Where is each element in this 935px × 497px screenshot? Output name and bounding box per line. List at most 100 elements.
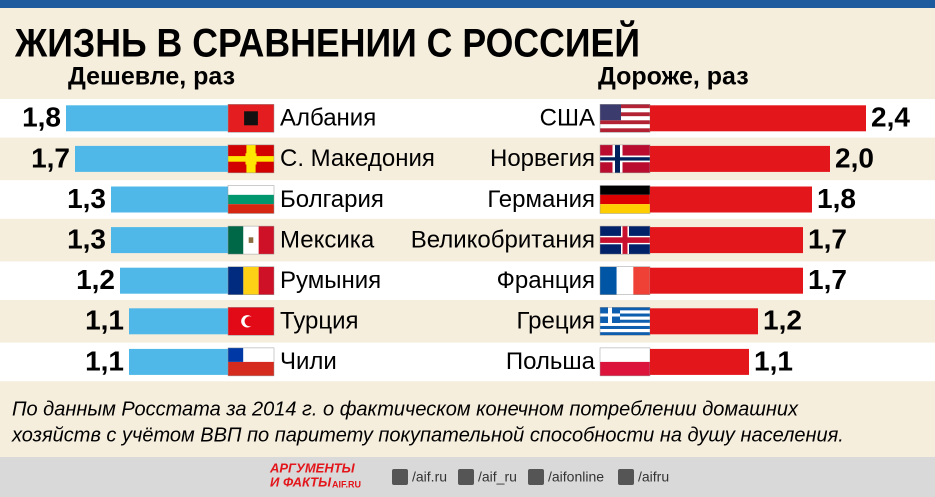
flag-part xyxy=(600,329,650,333)
bar xyxy=(120,267,228,294)
left-heading: Дешевле, раз xyxy=(68,63,235,91)
flag-part xyxy=(245,153,257,165)
value-label: 2,4 xyxy=(871,102,910,133)
flag-part xyxy=(600,104,621,121)
flag-part xyxy=(244,316,255,327)
category-label: США xyxy=(540,105,595,132)
bar xyxy=(650,348,749,375)
social-handle: /aif_ru xyxy=(478,469,517,485)
flag-part xyxy=(600,332,650,336)
value-label: 1,3 xyxy=(67,223,106,254)
category-label: Мексика xyxy=(280,226,375,253)
bar xyxy=(650,105,866,132)
value-label: 1,1 xyxy=(85,305,124,336)
social-handle: /aifru xyxy=(638,469,669,485)
title: ЖИЗНЬ В СРАВНЕНИИ С РОССИЕЙ xyxy=(14,20,640,66)
social-handle: /aifonline xyxy=(548,469,604,485)
value-label: 1,3 xyxy=(67,183,106,214)
logo-line: АРГУМЕНТЫ xyxy=(269,460,356,475)
bar xyxy=(111,227,228,254)
flag-part xyxy=(228,204,274,214)
category-label: Германия xyxy=(487,186,595,213)
flag-part xyxy=(600,313,620,317)
flag-part xyxy=(600,116,650,121)
value-label: 1,8 xyxy=(22,102,61,133)
category-label: С. Македония xyxy=(280,145,435,172)
flag-part xyxy=(243,266,259,295)
social-icon xyxy=(458,469,474,485)
flag-part xyxy=(600,157,650,161)
bar xyxy=(650,186,812,213)
bar xyxy=(129,308,228,335)
rows: 1,8 Албания 1,7 С. Македония 1,3 Болгария 1,3 М… xyxy=(0,99,935,382)
value-label: 1,1 xyxy=(754,345,793,376)
flag-part xyxy=(600,112,650,117)
flag-part xyxy=(616,266,634,295)
top-band xyxy=(0,0,935,8)
flag-part xyxy=(600,319,650,323)
value-label: 1,2 xyxy=(763,305,802,336)
value-label: 1,7 xyxy=(31,142,70,173)
value-label: 1,8 xyxy=(817,183,856,214)
flag-border xyxy=(227,185,275,214)
bar xyxy=(129,348,228,375)
flag-part xyxy=(228,266,244,295)
value-label: 2,0 xyxy=(835,142,874,173)
category-label: Великобритания xyxy=(411,226,595,253)
right-heading: Дороже, раз xyxy=(598,63,749,91)
flag-border xyxy=(227,347,275,377)
social-links: /aif.ru/aif_ru/aifonline/aifru xyxy=(392,469,669,485)
flag-border xyxy=(227,266,275,295)
category-label: Чили xyxy=(280,348,337,375)
value-label: 1,2 xyxy=(76,264,115,295)
flag-part xyxy=(600,108,650,113)
flag-part xyxy=(600,237,650,243)
flag-part xyxy=(228,361,274,376)
bar xyxy=(75,145,228,172)
flag-part xyxy=(600,204,650,214)
bar xyxy=(650,308,758,335)
flag-part xyxy=(228,347,244,362)
flag-part xyxy=(248,237,254,243)
flag-part xyxy=(228,194,274,205)
flag-border xyxy=(227,144,275,174)
bar xyxy=(111,186,228,213)
bar xyxy=(650,267,803,294)
flag-part xyxy=(600,361,650,376)
bar xyxy=(66,105,228,132)
flag-part xyxy=(600,266,617,295)
flag-part xyxy=(600,313,650,317)
value-label: 1,1 xyxy=(85,345,124,376)
flag-part xyxy=(633,266,650,295)
flag-part xyxy=(600,307,650,311)
bar xyxy=(650,227,803,254)
flag-part xyxy=(258,226,274,255)
social-icon xyxy=(392,469,408,485)
logo-line: И ФАКТЫ xyxy=(270,474,332,489)
flag-border xyxy=(227,104,275,133)
flag-part xyxy=(228,226,244,255)
category-label: Румыния xyxy=(280,267,381,294)
value-label: 1,7 xyxy=(808,223,847,254)
flag-part xyxy=(600,194,650,205)
flag-part xyxy=(600,310,650,314)
category-label: Франция xyxy=(497,267,595,294)
note-line: хозяйств с учётом ВВП по паритету покупа… xyxy=(11,424,844,446)
category-label: Греция xyxy=(517,308,596,335)
flag-part xyxy=(600,325,650,330)
flag-part xyxy=(244,111,258,126)
social-handle: /aif.ru xyxy=(412,469,447,485)
category-label: Турция xyxy=(280,308,359,335)
category-label: Болгария xyxy=(280,186,384,213)
note-line: По данным Росстата за 2014 г. о фактичес… xyxy=(12,398,799,420)
flag-part xyxy=(600,347,650,362)
category-label: Норвегия xyxy=(490,145,595,172)
logo-line: AIF.RU xyxy=(332,479,361,489)
flag-part xyxy=(600,316,650,320)
flag-part xyxy=(600,128,650,133)
category-label: Польша xyxy=(506,348,596,375)
social-icon xyxy=(618,469,634,485)
flag-border xyxy=(227,225,275,255)
flag-part xyxy=(600,104,650,109)
